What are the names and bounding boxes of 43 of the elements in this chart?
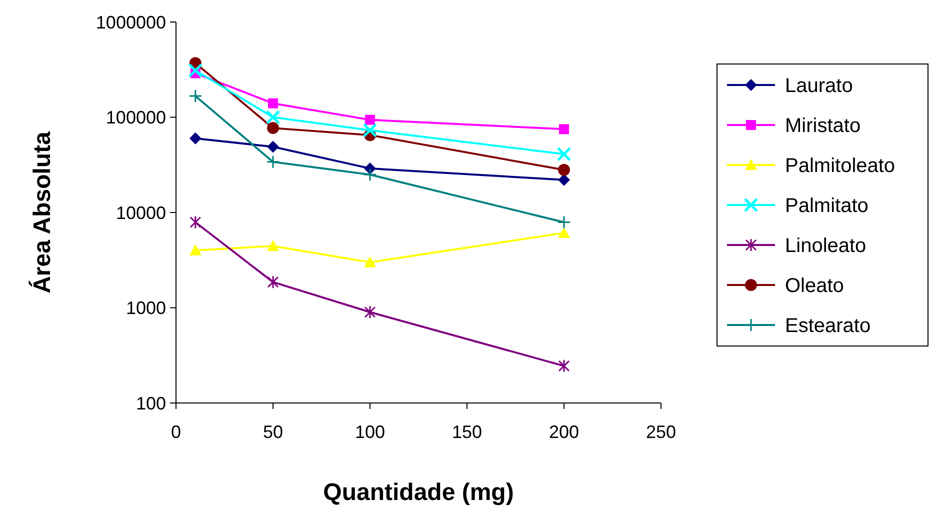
point [267, 122, 279, 134]
point [266, 110, 280, 124]
x-tick-label: 150 [452, 422, 482, 442]
legend-label: Oleato [785, 275, 844, 297]
x-tick-label: 50 [262, 422, 284, 442]
legend-label: Palmitato [785, 195, 868, 217]
point [188, 63, 203, 78]
point [266, 155, 280, 169]
y-tick-label: 100 [136, 393, 166, 414]
legend-label: Linoleato [785, 235, 866, 257]
point [267, 140, 279, 153]
point [558, 226, 570, 238]
point [189, 132, 202, 144]
point [364, 305, 376, 319]
y-axis-title: Área Absoluta [28, 130, 56, 294]
x-tick-label: 100 [354, 422, 386, 442]
point [362, 123, 378, 138]
point [190, 216, 202, 229]
point [364, 256, 376, 268]
y-tick-label: 100000 [106, 108, 166, 128]
y-tick-label: 1000000 [96, 12, 166, 32]
point [267, 275, 279, 289]
point [557, 216, 571, 229]
x-tick-label: 0 [170, 422, 182, 442]
legend-label: Estearato [785, 315, 871, 337]
point [365, 114, 375, 125]
point [188, 89, 202, 103]
y-tick-label: 1000 [126, 298, 166, 318]
point [559, 124, 569, 134]
point [268, 98, 278, 108]
legend-label: Miristato [785, 115, 861, 137]
point [558, 164, 570, 176]
legend-label: Palmitoleato [785, 155, 896, 177]
y-tick-label: 10000 [116, 202, 166, 223]
point [363, 168, 377, 182]
point [558, 359, 570, 373]
point [267, 240, 279, 251]
x-axis-title: Quantidade (mg) [323, 479, 514, 506]
point [556, 146, 572, 162]
x-tick-label: 250 [646, 422, 676, 442]
point [189, 244, 202, 256]
legend-label: Laurato [785, 75, 853, 97]
x-tick-label: 200 [548, 422, 580, 442]
